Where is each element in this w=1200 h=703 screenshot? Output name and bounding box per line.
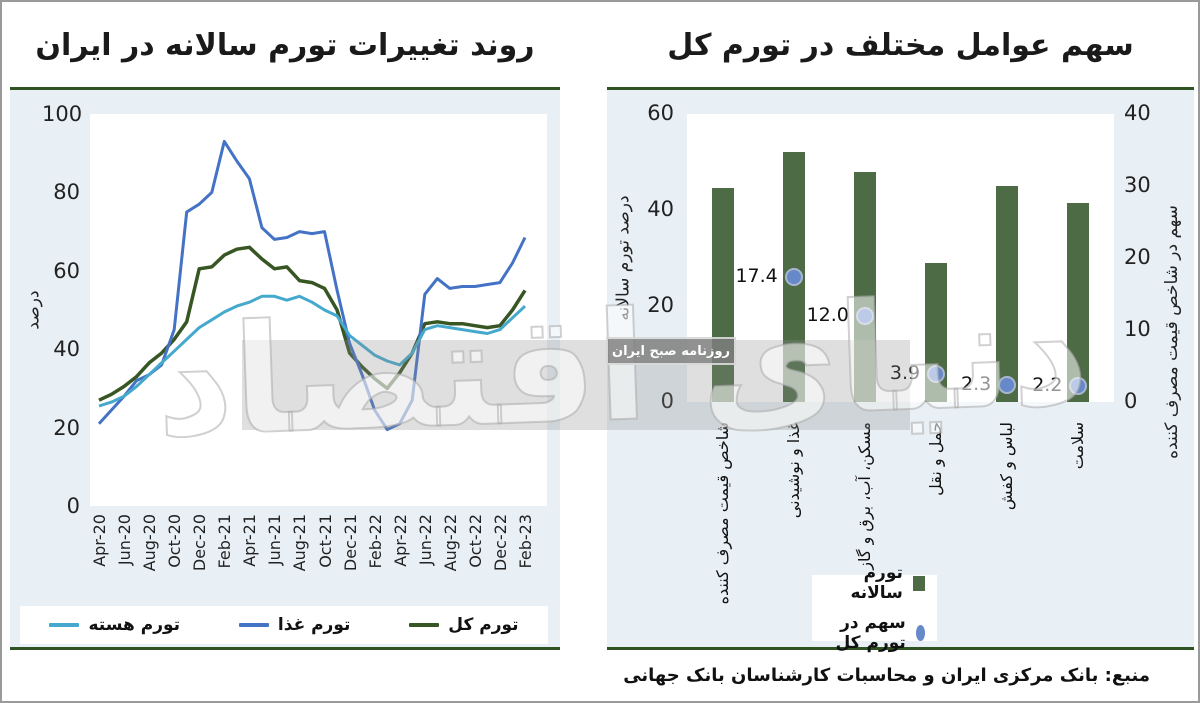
left-axis-tick: 60 (647, 101, 674, 125)
left-title-rule (10, 87, 560, 90)
legend-label: تورم غذا (277, 615, 351, 635)
right-chart-legend: تورم سالانه سهم در تورم کل (812, 563, 937, 653)
category-label: غذا و نوشیدنی (783, 422, 803, 519)
bar (996, 186, 1019, 402)
left-axis-tick: 40 (647, 197, 674, 221)
scatter-value-label: 2.3 (961, 373, 992, 396)
x-tick-label: Jun-20 (115, 514, 135, 566)
category-label: لباس و کفش (997, 422, 1017, 511)
x-tick-label: Feb-22 (365, 514, 385, 569)
right-chart-title: سهم عوامل مختلف در تورم کل (667, 27, 1134, 63)
y-tick-label: 80 (53, 180, 80, 205)
y-tick-label: 20 (53, 415, 80, 440)
x-tick-label: Dec-20 (190, 514, 210, 572)
scatter-value-label: 12.0 (806, 303, 849, 326)
legend-label: تورم سالانه (850, 563, 903, 603)
right-axis-tick: 40 (1124, 101, 1151, 125)
right-axis-tick: 10 (1124, 317, 1151, 341)
x-tick-label: Jun-21 (265, 514, 285, 566)
x-tick-label: Aug-21 (290, 514, 310, 572)
series-line (98, 245, 527, 402)
legend-dot-swatch (915, 625, 925, 641)
bar (1067, 202, 1090, 402)
x-tick-label: Oct-21 (315, 514, 335, 568)
bar (711, 188, 734, 402)
y-tick-label: 0 (66, 494, 80, 518)
scatter-dot (1069, 377, 1088, 396)
x-tick-label: Apr-22 (390, 514, 410, 567)
right-chart-left-axis-title: درصد تورم سالانه (614, 195, 635, 321)
scatter-dot (927, 364, 946, 383)
x-tick-label: Apr-20 (90, 514, 109, 567)
left-axis-tick: 20 (647, 293, 674, 317)
legend-item: تورم سالانه (824, 563, 925, 603)
x-tick-label: Aug-22 (440, 514, 460, 572)
right-axis-tick: 30 (1124, 173, 1151, 197)
scatter-value-label: 17.4 (735, 264, 778, 287)
category-label: حمل و نقل (926, 422, 946, 496)
x-tick-label: Feb-23 (516, 514, 535, 569)
y-tick-label: 60 (53, 258, 80, 283)
left-chart-title: روند تغییرات تورم سالانه در ایران (35, 27, 535, 63)
legend-line-swatch (49, 623, 80, 627)
right-title-rule (607, 87, 1194, 90)
x-tick-label: Oct-22 (465, 514, 485, 568)
legend-label: تورم هسته (88, 615, 181, 635)
legend-item: تورم غذا (238, 615, 351, 635)
scatter-value-label: 3.9 (889, 361, 921, 384)
x-tick-label: Oct-20 (165, 514, 185, 568)
left-plot-area (90, 114, 547, 506)
legend-item: تورم کل (409, 615, 519, 635)
scatter-dot (998, 376, 1017, 395)
x-tick-label: Dec-22 (490, 514, 510, 572)
legend-label: تورم کل (448, 615, 519, 635)
legend-bar-swatch (912, 575, 925, 591)
category-label: مسکن، آب، برق و گاز (854, 422, 874, 570)
category-label: سلامت (1068, 422, 1088, 470)
series-line (97, 139, 527, 432)
x-tick-label: Aug-20 (140, 514, 160, 572)
right-axis-tick: 0 (1124, 389, 1138, 413)
scatter-value-label: 2.2 (1032, 374, 1063, 397)
scatter-dot (855, 306, 874, 325)
right-plot-area (687, 114, 1114, 402)
legend-line-swatch (238, 623, 269, 627)
y-tick-label: 100 (42, 102, 83, 126)
legend-item: تورم هسته (49, 615, 180, 635)
right-axis-tick: 20 (1124, 245, 1151, 269)
left-axis-tick: 0 (660, 389, 674, 413)
legend-label: سهم در تورم کل (835, 613, 906, 653)
bar (853, 171, 876, 402)
legend-line-swatch (409, 623, 440, 627)
x-tick-label: Feb-21 (215, 514, 235, 569)
scatter-dot (784, 267, 803, 286)
source-note: منبع: بانک مرکزی ایران و محاسبات کارشناس… (623, 665, 1150, 686)
line-chart-series (97, 139, 527, 432)
x-tick-label: Apr-21 (240, 514, 260, 567)
left-chart-y-axis-title: درصد (24, 290, 45, 330)
y-tick-label: 40 (53, 337, 80, 362)
legend-item: سهم در تورم کل (824, 613, 925, 653)
category-label: شاخص قیمت مصرف کننده (712, 422, 732, 605)
series-line (98, 294, 527, 408)
left-chart-legend: تورم کل تورم غذا تورم هسته (20, 606, 548, 644)
x-tick-label: Jun-22 (415, 514, 435, 566)
x-tick-label: Dec-21 (340, 514, 360, 572)
